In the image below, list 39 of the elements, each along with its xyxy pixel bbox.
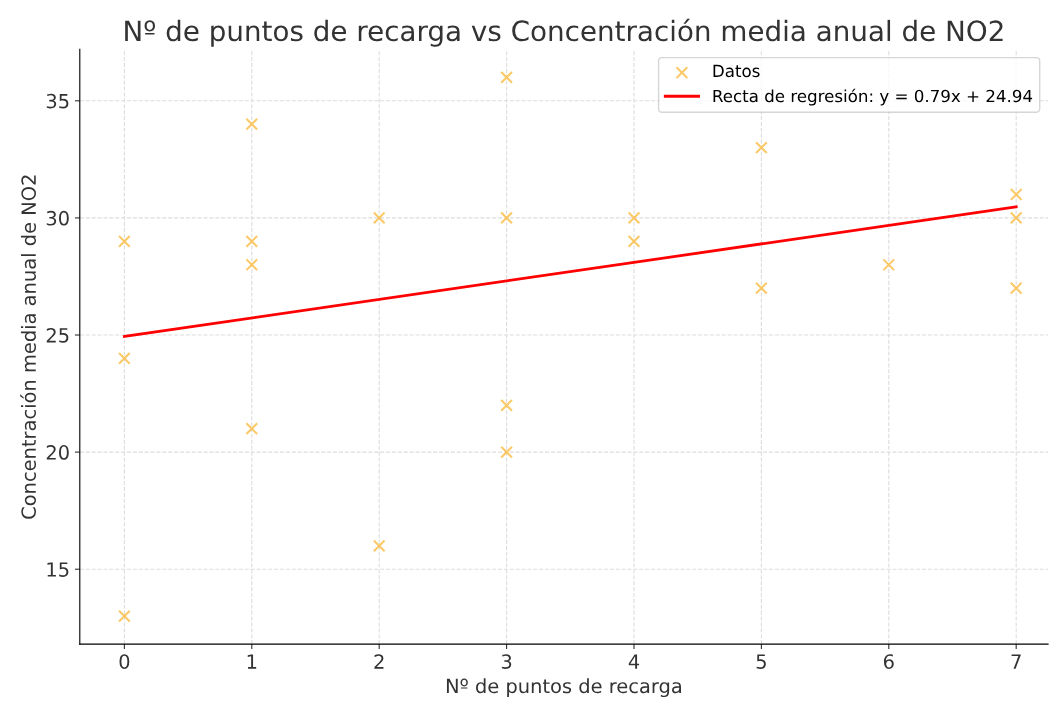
y-tick-label: 35	[46, 93, 69, 109]
point	[500, 398, 514, 412]
legend-label: Datos	[713, 64, 760, 78]
x-tick-label: 6	[883, 654, 894, 669]
chart-title: Nº de puntos de recarga vs Concentración media anual de NO2	[125, 18, 1003, 47]
point	[500, 211, 514, 225]
x-axis-title: Nº de puntos de recarga	[446, 678, 682, 698]
point	[882, 258, 896, 272]
x-tick-label: 3	[501, 654, 512, 669]
point	[754, 281, 768, 295]
y-tick-label: 30	[46, 210, 69, 226]
y-tick-label: 20	[46, 445, 69, 460]
point	[117, 609, 131, 623]
x-tick-label: 0	[119, 654, 130, 669]
point	[1009, 281, 1023, 295]
point	[754, 141, 768, 155]
x-tick-label: 4	[628, 654, 640, 669]
point	[117, 234, 131, 248]
point	[372, 211, 386, 225]
point	[372, 539, 386, 553]
point	[245, 117, 259, 131]
y-axis-title: Concentración media anual de NO2	[20, 175, 37, 519]
x-tick-label: 1	[247, 654, 257, 669]
x-tick-label: 5	[756, 654, 766, 669]
point	[500, 445, 514, 459]
point	[500, 70, 514, 84]
point	[117, 352, 131, 365]
point	[627, 211, 641, 225]
x-tick-label: 2	[374, 654, 384, 669]
point	[1009, 211, 1023, 225]
y-tick-label: 25	[46, 327, 69, 343]
x-tick-label: 7	[1011, 654, 1021, 669]
point	[1009, 188, 1023, 201]
point	[245, 234, 259, 248]
point	[245, 258, 259, 272]
point	[627, 234, 641, 248]
y-tick-label: 15	[47, 562, 69, 577]
point	[245, 422, 259, 436]
legend-label: Recta de regresión: y = 0.79x + 24.94	[713, 88, 1033, 106]
